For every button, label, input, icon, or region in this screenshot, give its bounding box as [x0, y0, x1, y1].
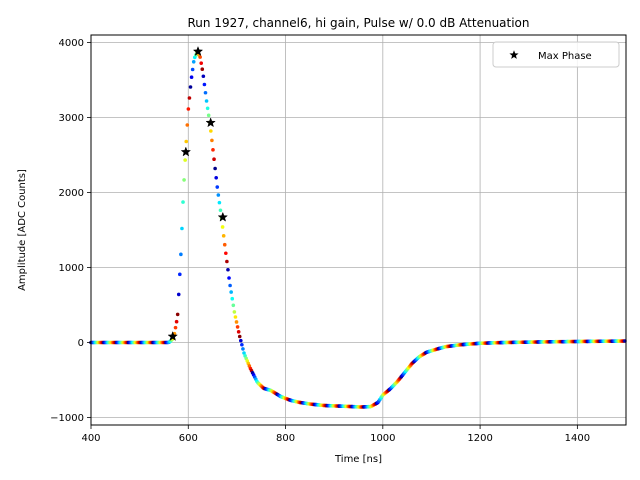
waveform-point [178, 272, 182, 277]
waveform-point [242, 351, 246, 355]
waveform-point [226, 267, 230, 272]
waveform-point [215, 185, 220, 189]
waveform-point [222, 242, 227, 247]
waveform-series [89, 50, 627, 409]
waveform-point [203, 90, 208, 95]
waveform-point [199, 61, 204, 65]
max-phase-star [217, 211, 229, 222]
waveform-point [224, 251, 228, 256]
waveform-point [227, 276, 231, 280]
waveform-point [217, 200, 222, 205]
waveform-point [216, 193, 221, 197]
y-tick-label: 3000 [59, 113, 84, 124]
waveform-point [225, 259, 229, 264]
y-tick-label: −1000 [50, 413, 84, 424]
x-axis-label: Time [ns] [334, 454, 382, 465]
waveform-point [187, 96, 192, 100]
max-phase-star [167, 330, 178, 341]
waveform-point [221, 234, 226, 238]
legend: Max Phase [492, 41, 620, 68]
legend-entry-max-phase: Max Phase [538, 51, 592, 62]
y-tick-label: 2000 [59, 188, 84, 199]
waveform-point [205, 106, 210, 111]
max-phase-star [205, 117, 216, 128]
x-tick-label: 1400 [565, 433, 590, 444]
waveform-point [214, 175, 218, 180]
waveform-point [184, 139, 189, 144]
waveform-point [204, 99, 209, 103]
x-tick-label: 1200 [467, 433, 492, 444]
waveform-point [228, 283, 232, 288]
legend-star-marker [509, 50, 519, 59]
y-tick-label: 4000 [59, 38, 84, 49]
waveform-point [182, 178, 186, 182]
waveform-point [174, 319, 179, 324]
waveform-point [232, 310, 237, 314]
waveform-point [188, 85, 193, 89]
waveform-point [173, 325, 178, 330]
waveform-point [239, 338, 243, 343]
waveform-point [200, 67, 205, 71]
waveform-point [183, 158, 187, 162]
waveform-point [202, 82, 207, 87]
waveform-point [218, 208, 223, 213]
x-tick-label: 400 [81, 433, 100, 444]
max-phase-star [192, 45, 204, 56]
waveform-point [210, 138, 214, 143]
waveform-point [209, 129, 213, 133]
y-axis: −1000 0 1000 2000 3000 4000 [50, 38, 91, 424]
x-tick-label: 600 [179, 433, 198, 444]
waveform-point [240, 342, 244, 347]
plot-frame [90, 34, 627, 426]
waveform-point [175, 312, 180, 317]
waveform-point [185, 123, 190, 127]
waveform-point [201, 74, 206, 79]
waveform-point [176, 292, 181, 297]
legend-star-icon [509, 50, 519, 59]
waveform-point [180, 226, 184, 231]
max-phase-star [180, 146, 192, 157]
waveform-point [229, 290, 233, 294]
waveform-point [179, 252, 183, 257]
waveform-point [211, 148, 215, 152]
waveform-point [206, 113, 211, 118]
y-tick-label: 0 [78, 338, 84, 349]
y-tick-label: 1000 [59, 263, 84, 274]
waveform-point [212, 157, 216, 162]
waveform-point [235, 325, 240, 329]
waveform-point [234, 320, 239, 324]
waveform-point [230, 296, 235, 301]
grid-lines [90, 35, 626, 425]
waveform-point [236, 330, 241, 334]
waveform-point [190, 67, 195, 72]
waveform-point [237, 334, 242, 339]
max-phase-series [167, 45, 229, 341]
waveform-point [233, 315, 238, 319]
x-axis: 400 600 800 1000 1200 1400 [81, 425, 590, 444]
waveform-point [191, 60, 196, 64]
waveform-point [189, 75, 194, 79]
x-tick-label: 1000 [370, 433, 395, 444]
waveform-point [198, 55, 202, 59]
waveform-point [213, 166, 217, 171]
y-axis-label: Amplitude [ADC Counts] [17, 169, 28, 291]
waveform-point [241, 347, 245, 351]
legend-box [492, 41, 620, 68]
waveform-point [220, 225, 225, 229]
chart-title: Run 1927, channel6, hi gain, Pulse w/ 0.… [187, 16, 529, 30]
x-tick-label: 800 [276, 433, 295, 444]
waveform-point [181, 200, 185, 204]
waveform-point [186, 107, 191, 111]
waveform-point [231, 303, 236, 308]
